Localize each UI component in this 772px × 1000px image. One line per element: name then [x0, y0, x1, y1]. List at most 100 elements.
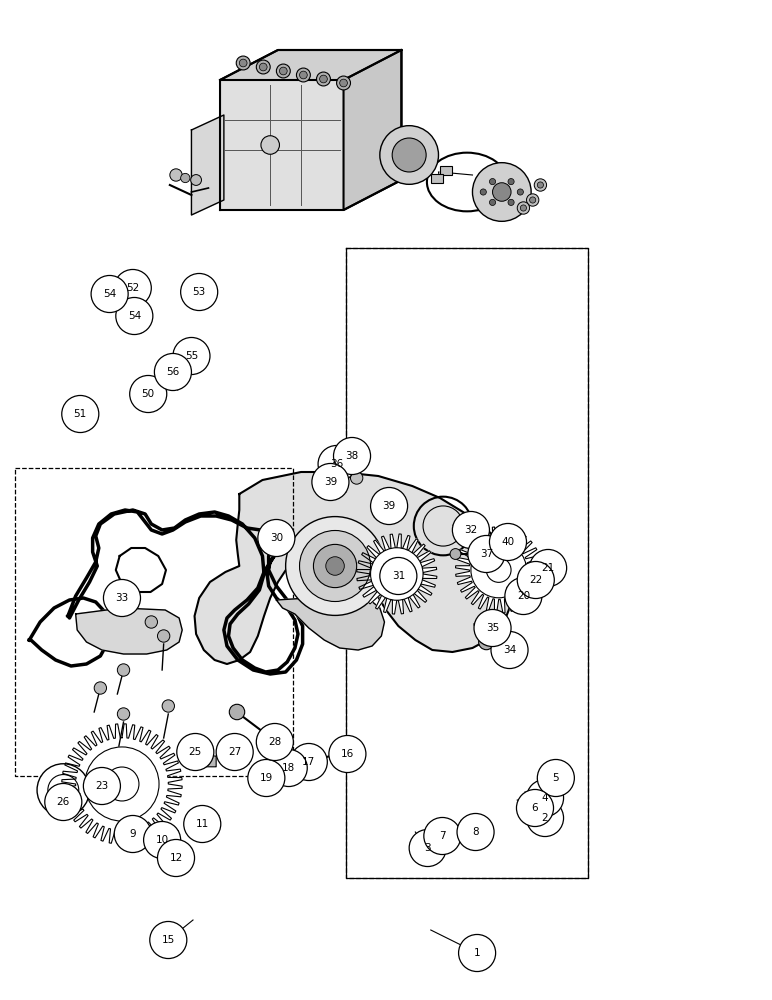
Circle shape	[232, 746, 249, 762]
Polygon shape	[195, 472, 516, 664]
Text: 53: 53	[192, 287, 206, 297]
Circle shape	[114, 269, 151, 307]
Circle shape	[340, 464, 352, 476]
Circle shape	[489, 179, 496, 185]
Circle shape	[457, 813, 494, 851]
Circle shape	[505, 577, 542, 615]
Circle shape	[371, 487, 408, 525]
Text: 7: 7	[439, 831, 445, 841]
Circle shape	[261, 136, 279, 154]
Circle shape	[537, 182, 543, 188]
Circle shape	[537, 759, 574, 797]
Circle shape	[320, 75, 327, 83]
Circle shape	[380, 557, 417, 595]
Text: 51: 51	[73, 409, 87, 419]
Circle shape	[527, 573, 536, 583]
Text: 19: 19	[259, 773, 273, 783]
Circle shape	[300, 71, 307, 79]
Circle shape	[371, 548, 423, 600]
FancyBboxPatch shape	[431, 174, 443, 183]
Circle shape	[340, 747, 351, 757]
Circle shape	[279, 67, 287, 75]
Circle shape	[105, 767, 139, 801]
Circle shape	[486, 558, 511, 582]
Circle shape	[103, 579, 141, 617]
Circle shape	[170, 169, 182, 181]
Text: 4: 4	[542, 793, 548, 803]
Circle shape	[237, 750, 245, 758]
Polygon shape	[191, 115, 224, 215]
Circle shape	[350, 472, 363, 484]
Circle shape	[313, 544, 357, 588]
Circle shape	[177, 733, 214, 771]
Polygon shape	[276, 596, 384, 650]
Circle shape	[386, 563, 408, 585]
Circle shape	[114, 815, 151, 853]
Circle shape	[480, 189, 486, 195]
Text: 10: 10	[155, 835, 169, 845]
Circle shape	[450, 549, 461, 559]
Circle shape	[489, 199, 496, 205]
Circle shape	[298, 762, 304, 768]
FancyBboxPatch shape	[199, 756, 216, 767]
Circle shape	[534, 179, 547, 191]
FancyBboxPatch shape	[440, 166, 452, 175]
Circle shape	[154, 353, 191, 391]
Text: 34: 34	[503, 645, 516, 655]
Text: 2: 2	[542, 813, 548, 823]
Circle shape	[286, 517, 384, 615]
Circle shape	[340, 79, 347, 87]
Circle shape	[479, 634, 494, 650]
Circle shape	[452, 511, 489, 549]
Polygon shape	[357, 534, 437, 614]
Circle shape	[491, 631, 528, 669]
Circle shape	[530, 549, 567, 587]
Circle shape	[290, 743, 327, 781]
Text: 16: 16	[340, 749, 354, 759]
Circle shape	[468, 535, 505, 573]
Circle shape	[326, 557, 344, 575]
Circle shape	[191, 175, 201, 185]
Circle shape	[236, 56, 250, 70]
Polygon shape	[455, 527, 542, 613]
Circle shape	[173, 337, 210, 375]
Text: 23: 23	[95, 781, 109, 791]
Circle shape	[409, 829, 446, 867]
Circle shape	[318, 445, 355, 483]
Circle shape	[216, 733, 253, 771]
Circle shape	[239, 59, 247, 67]
Circle shape	[517, 189, 523, 195]
Circle shape	[248, 759, 285, 797]
Circle shape	[471, 542, 527, 598]
Circle shape	[489, 523, 527, 561]
Circle shape	[270, 749, 307, 787]
Text: 26: 26	[56, 797, 70, 807]
Circle shape	[516, 789, 554, 827]
Circle shape	[284, 764, 296, 776]
Circle shape	[334, 437, 371, 475]
Circle shape	[157, 630, 170, 642]
Circle shape	[181, 173, 190, 183]
Text: 38: 38	[345, 451, 359, 461]
Text: 20: 20	[516, 591, 530, 601]
Circle shape	[62, 395, 99, 433]
Circle shape	[256, 723, 293, 761]
Text: 21: 21	[541, 563, 555, 573]
Circle shape	[162, 700, 174, 712]
Circle shape	[256, 60, 270, 74]
Circle shape	[317, 72, 330, 86]
Text: 39: 39	[382, 501, 396, 511]
Circle shape	[276, 64, 290, 78]
Polygon shape	[220, 50, 401, 80]
Text: 31: 31	[391, 571, 405, 581]
Text: 30: 30	[269, 533, 283, 543]
Text: 12: 12	[169, 853, 183, 863]
Text: 37: 37	[479, 549, 493, 559]
Circle shape	[144, 821, 181, 859]
Text: 52: 52	[126, 283, 140, 293]
Circle shape	[493, 183, 511, 201]
Text: 36: 36	[330, 459, 344, 469]
Text: 22: 22	[529, 575, 543, 585]
Circle shape	[527, 194, 539, 206]
Circle shape	[130, 375, 167, 413]
